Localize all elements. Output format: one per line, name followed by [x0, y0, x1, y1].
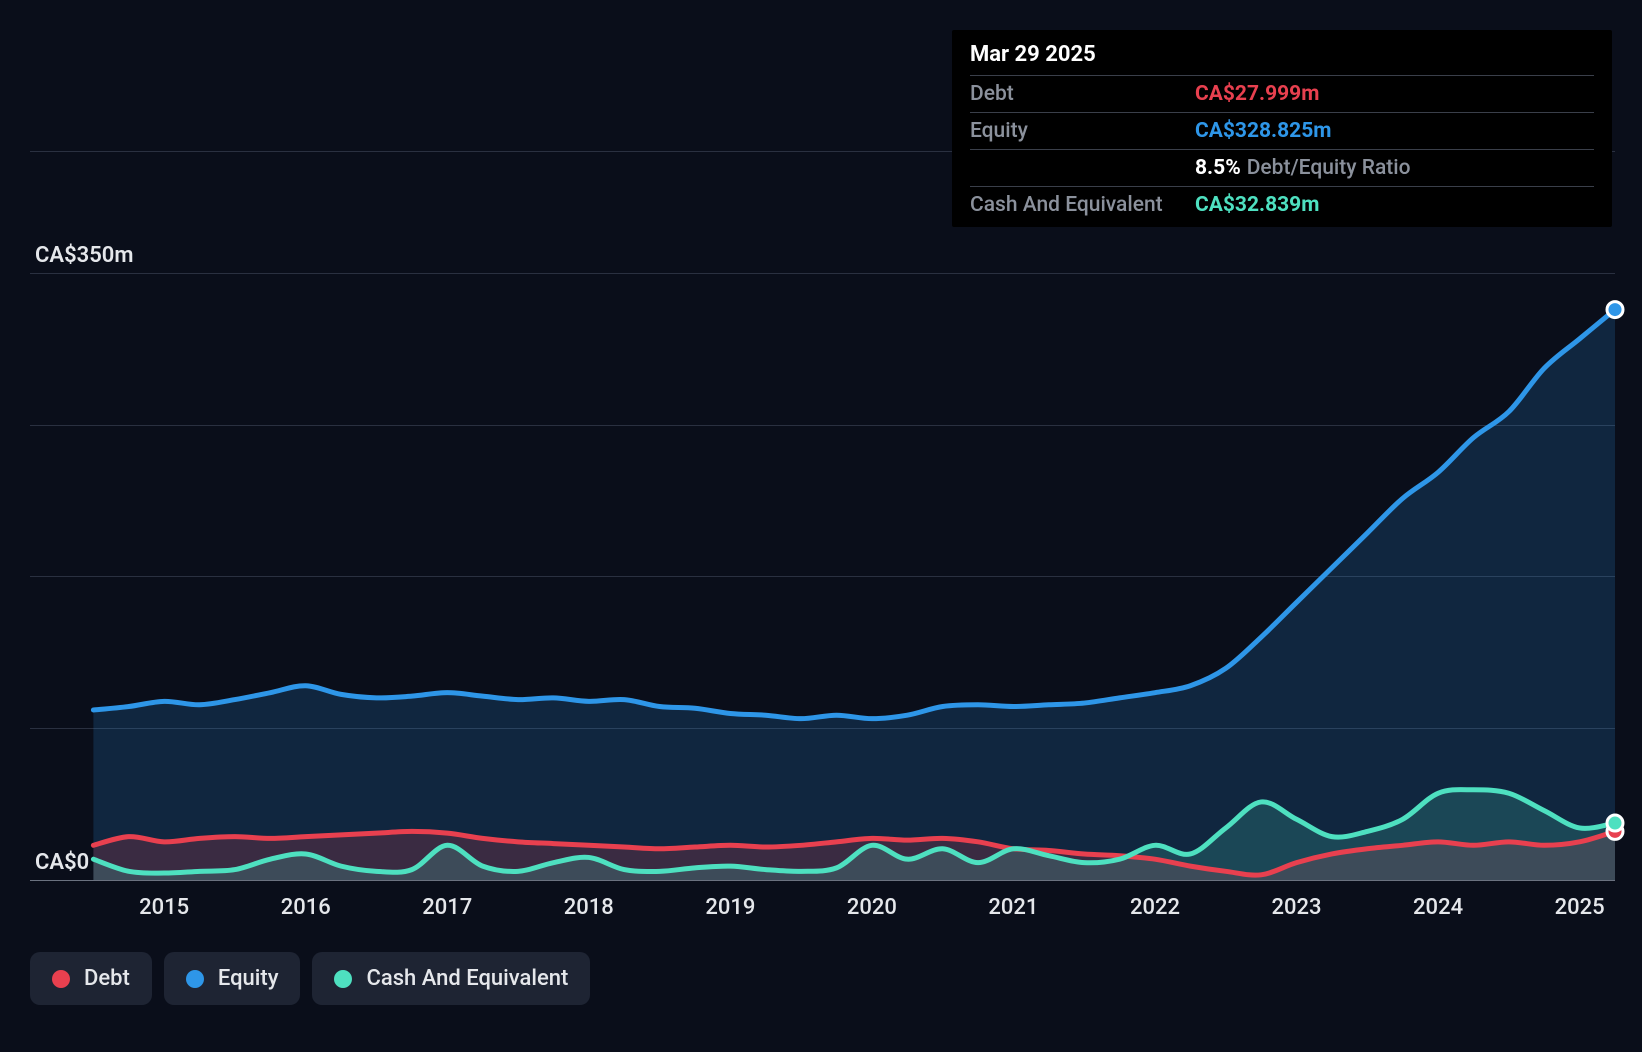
- legend-dot-icon: [334, 970, 352, 988]
- tooltip-cash-label: Cash And Equivalent: [970, 193, 1195, 217]
- financial-chart: CA$0CA$350m 2015201620172018201920202021…: [0, 0, 1642, 1052]
- x-axis-tick-label: 2020: [847, 895, 897, 920]
- x-axis-tick-label: 2023: [1272, 895, 1322, 920]
- x-axis-tick-label: 2024: [1413, 895, 1463, 920]
- end-marker-equity: [1607, 302, 1623, 318]
- legend-label: Debt: [84, 966, 130, 991]
- legend-label: Cash And Equivalent: [366, 966, 568, 991]
- x-axis-tick-label: 2019: [705, 895, 755, 920]
- legend-dot-icon: [186, 970, 204, 988]
- end-marker-cash: [1607, 815, 1623, 831]
- tooltip-cash-value: CA$32.839m: [1195, 193, 1319, 217]
- tooltip-equity-label: Equity: [970, 119, 1195, 143]
- x-axis-tick-label: 2025: [1555, 895, 1605, 920]
- legend-item-cash[interactable]: Cash And Equivalent: [312, 952, 590, 1005]
- tooltip-ratio-label: Debt/Equity Ratio: [1247, 156, 1411, 180]
- tooltip-date: Mar 29 2025: [970, 42, 1594, 75]
- legend-dot-icon: [52, 970, 70, 988]
- tooltip-debt-value: CA$27.999m: [1195, 82, 1319, 106]
- legend-item-equity[interactable]: Equity: [164, 952, 301, 1005]
- tooltip-panel: Mar 29 2025 Debt CA$27.999m Equity CA$32…: [952, 30, 1612, 227]
- x-axis-tick-label: 2016: [281, 895, 331, 920]
- x-axis-tick-label: 2018: [564, 895, 614, 920]
- series-area-equity: [93, 310, 1615, 880]
- tooltip-row-cash: Cash And Equivalent CA$32.839m: [970, 186, 1594, 223]
- x-axis-tick-label: 2017: [422, 895, 472, 920]
- tooltip-row-ratio: 8.5%Debt/Equity Ratio: [970, 149, 1594, 186]
- tooltip-equity-value: CA$328.825m: [1195, 119, 1331, 143]
- tooltip-debt-label: Debt: [970, 82, 1195, 106]
- legend-label: Equity: [218, 966, 279, 991]
- tooltip-ratio-pct: 8.5%: [1195, 156, 1241, 180]
- legend-item-debt[interactable]: Debt: [30, 952, 152, 1005]
- tooltip-row-equity: Equity CA$328.825m: [970, 112, 1594, 149]
- gridline: [30, 880, 1615, 881]
- tooltip-row-debt: Debt CA$27.999m: [970, 75, 1594, 112]
- x-axis-tick-label: 2022: [1130, 895, 1180, 920]
- legend: Debt Equity Cash And Equivalent: [30, 952, 590, 1005]
- x-axis-tick-label: 2021: [988, 895, 1038, 920]
- x-axis-tick-label: 2015: [139, 895, 189, 920]
